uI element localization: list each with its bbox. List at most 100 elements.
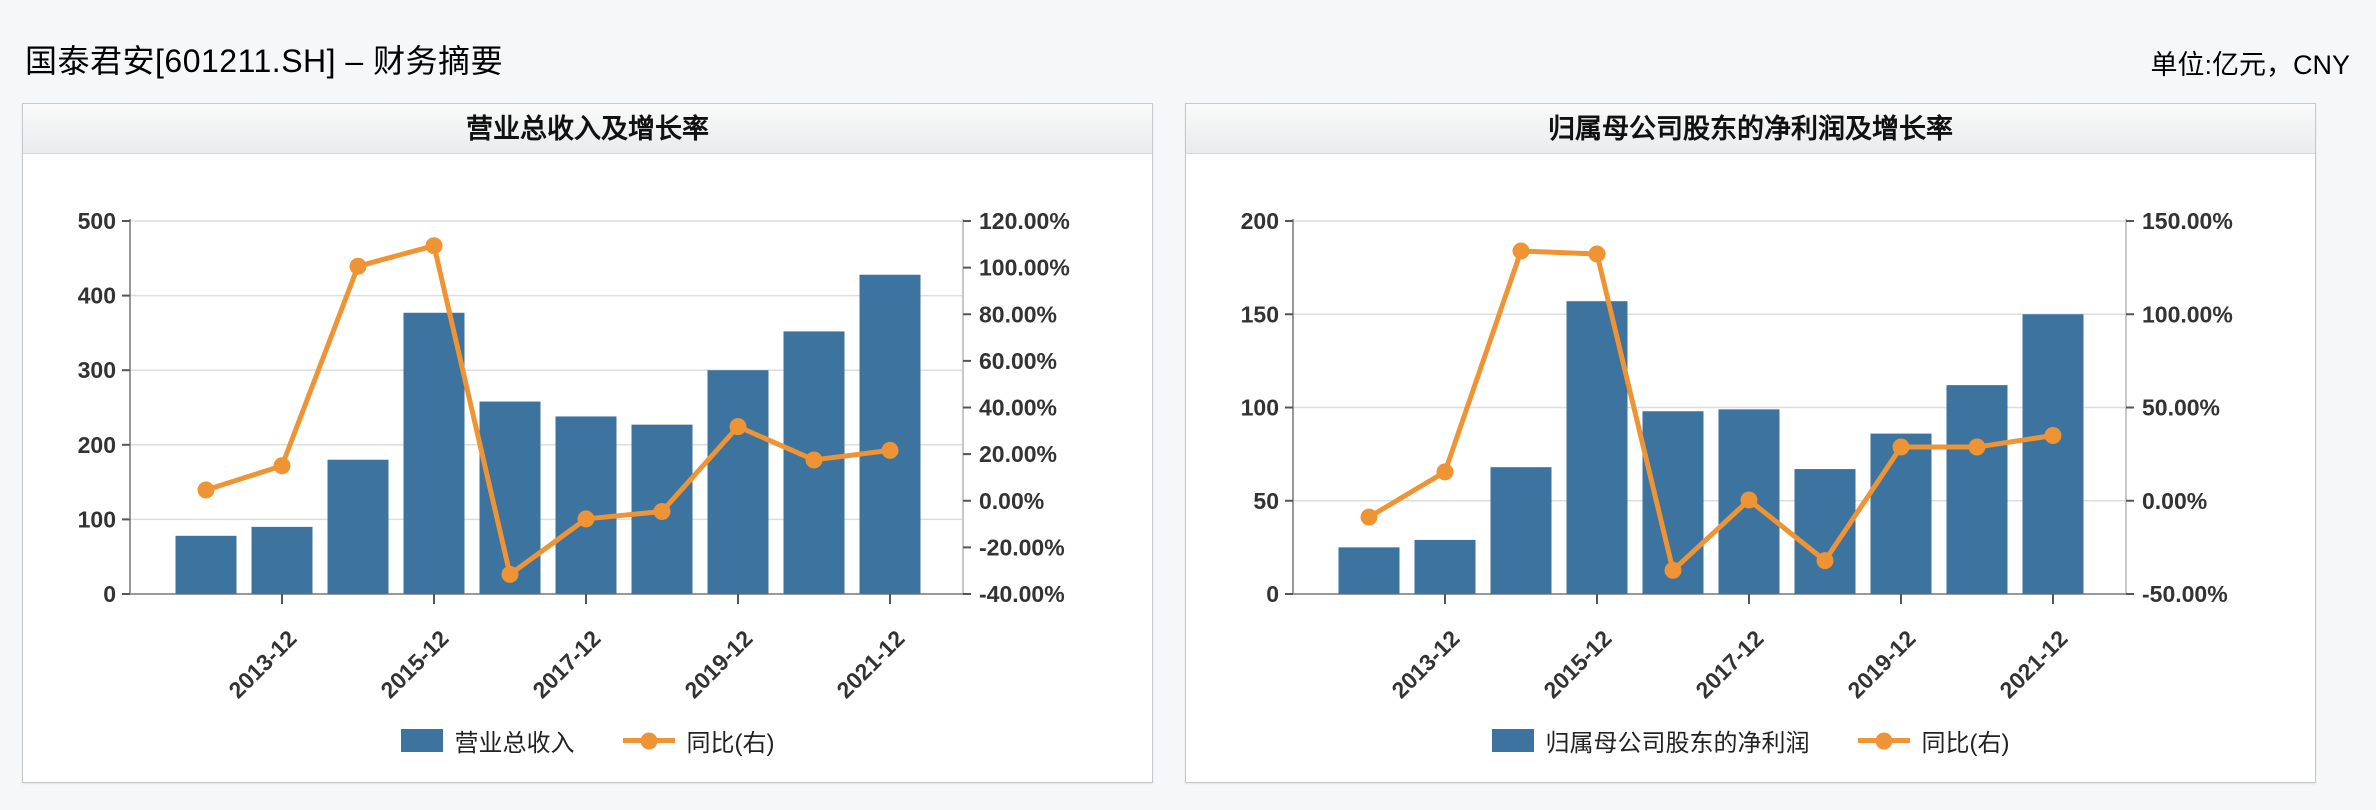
svg-text:0: 0: [1266, 581, 1279, 607]
right-axis-labels: -50.00% 0.00% 50.00% 100.00% 150.00%: [2126, 208, 2233, 607]
svg-text:-20.00%: -20.00%: [979, 534, 1065, 560]
legend-label: 营业总收入: [454, 730, 575, 757]
svg-text:40.00%: 40.00%: [979, 395, 1057, 421]
legend-item-revenue[interactable]: 营业总收入: [400, 723, 575, 758]
svg-text:2015-12: 2015-12: [1538, 625, 1616, 703]
line-point[interactable]: [1816, 552, 1834, 570]
svg-text:200: 200: [1241, 208, 1279, 234]
svg-text:2017-12: 2017-12: [1690, 625, 1768, 703]
svg-text:100.00%: 100.00%: [2142, 301, 2233, 327]
svg-text:0: 0: [103, 581, 116, 607]
svg-text:-40.00%: -40.00%: [979, 581, 1065, 607]
bar[interactable]: [1490, 467, 1552, 594]
revenue-chart-legend: 营业总收入 同比(右): [23, 723, 1152, 758]
line-point[interactable]: [1436, 463, 1454, 481]
svg-text:60.00%: 60.00%: [979, 348, 1057, 374]
bar-swatch-icon: [1491, 729, 1534, 752]
bar[interactable]: [1414, 539, 1476, 594]
svg-text:50: 50: [1253, 488, 1279, 514]
revenue-chart-title: 营业总收入及增长率: [466, 114, 709, 144]
revenue-chart-body: 0 100 200 300 400 500 -40.00% -20.00% 0.00% 20.00…: [23, 154, 1152, 782]
svg-text:100: 100: [1241, 395, 1279, 421]
legend-label: 同比(右): [1921, 730, 2010, 757]
svg-text:20.00%: 20.00%: [979, 441, 1057, 467]
line-series: [197, 237, 899, 583]
bar-series: [1338, 301, 2084, 594]
x-axis-labels: 2013-12 2015-12 2017-12 2019-12 2021-12: [223, 594, 910, 703]
net-profit-chart-body: 0 50 100 150 200 -50.00% 0.00% 50.00% 100.00% 150…: [1186, 154, 2315, 782]
line-swatch-icon: [1857, 732, 1910, 749]
line-point[interactable]: [881, 441, 899, 459]
svg-text:150: 150: [1241, 301, 1279, 327]
svg-text:200: 200: [78, 432, 116, 458]
svg-text:0.00%: 0.00%: [2142, 488, 2207, 514]
line-point[interactable]: [425, 237, 443, 255]
svg-text:2019-12: 2019-12: [679, 625, 757, 703]
line-point[interactable]: [197, 481, 215, 499]
unit-label: 单位:亿元，CNY: [2150, 50, 2350, 80]
net-profit-panel: 归属母公司股东的净利润及增长率 0 50 100 150 200 -50.00% 0.00%…: [1185, 103, 2316, 783]
legend-item-yoy[interactable]: 同比(右): [622, 723, 775, 758]
bar[interactable]: [2022, 314, 2084, 594]
line-point[interactable]: [729, 418, 747, 436]
svg-text:2021-12: 2021-12: [1994, 625, 2072, 703]
line-point[interactable]: [805, 451, 823, 469]
line-point[interactable]: [653, 502, 671, 520]
net-profit-chart-canvas[interactable]: 0 50 100 150 200 -50.00% 0.00% 50.00% 100.00% 150…: [1186, 154, 2317, 782]
line-point[interactable]: [501, 565, 519, 583]
legend-label: 归属母公司股东的净利润: [1545, 730, 1810, 757]
page-title: 国泰君安[601211.SH] – 财务摘要: [25, 43, 504, 79]
line-point[interactable]: [273, 457, 291, 475]
bar[interactable]: [251, 526, 313, 594]
line-point[interactable]: [1512, 242, 1530, 260]
bar[interactable]: [175, 535, 237, 594]
line-point[interactable]: [1588, 245, 1606, 263]
svg-text:2021-12: 2021-12: [831, 625, 909, 703]
svg-text:100.00%: 100.00%: [979, 255, 1070, 281]
svg-text:100: 100: [78, 506, 116, 532]
page-header: 国泰君安[601211.SH] – 财务摘要 单位:亿元，CNY: [0, 0, 2376, 90]
line-point[interactable]: [1664, 561, 1682, 579]
line-point[interactable]: [1360, 508, 1378, 526]
line-point[interactable]: [349, 257, 367, 275]
left-axis-labels: 0 100 200 300 400 500: [78, 208, 130, 607]
right-axis-labels: -40.00% -20.00% 0.00% 20.00% 40.00% 60.00% 80.…: [963, 208, 1070, 607]
line-point[interactable]: [1740, 491, 1758, 509]
revenue-chart-canvas[interactable]: 0 100 200 300 400 500 -40.00% -20.00% 0.00% 20.00…: [23, 154, 1154, 782]
bar[interactable]: [327, 459, 389, 594]
svg-text:50.00%: 50.00%: [2142, 395, 2220, 421]
bar[interactable]: [859, 274, 921, 594]
bar-swatch-icon: [400, 729, 443, 752]
svg-text:0.00%: 0.00%: [979, 488, 1044, 514]
revenue-panel-header: 营业总收入及增长率: [23, 104, 1152, 154]
line-point[interactable]: [1892, 438, 1910, 456]
net-profit-chart-title: 归属母公司股东的净利润及增长率: [1548, 114, 1953, 144]
legend-label: 同比(右): [686, 730, 775, 757]
line-point[interactable]: [2044, 426, 2062, 444]
bar[interactable]: [707, 370, 769, 594]
svg-text:2013-12: 2013-12: [223, 625, 301, 703]
svg-text:2015-12: 2015-12: [375, 625, 453, 703]
legend-item-net-profit[interactable]: 归属母公司股东的净利润: [1491, 723, 1810, 758]
line-point[interactable]: [577, 510, 595, 528]
line-point[interactable]: [1968, 438, 1986, 456]
bar-series: [175, 274, 921, 594]
svg-text:2019-12: 2019-12: [1842, 625, 1920, 703]
legend-item-yoy[interactable]: 同比(右): [1857, 723, 2010, 758]
line-series: [1360, 242, 2062, 579]
net-profit-panel-header: 归属母公司股东的净利润及增长率: [1186, 104, 2315, 154]
bar[interactable]: [555, 416, 617, 594]
bar[interactable]: [1870, 433, 1932, 594]
svg-text:300: 300: [78, 357, 116, 383]
svg-text:120.00%: 120.00%: [979, 208, 1070, 234]
bar[interactable]: [1566, 301, 1628, 594]
svg-text:500: 500: [78, 208, 116, 234]
svg-text:2013-12: 2013-12: [1386, 625, 1464, 703]
bar[interactable]: [403, 312, 465, 594]
chart-panels: 营业总收入及增长率 0 100 200 300 400 500 -40.00% -20.00%…: [22, 103, 2316, 783]
svg-text:2017-12: 2017-12: [527, 625, 605, 703]
bar[interactable]: [1946, 385, 2008, 594]
revenue-panel: 营业总收入及增长率 0 100 200 300 400 500 -40.00% -20.00%…: [22, 103, 1153, 783]
bar[interactable]: [1338, 547, 1400, 594]
x-axis-labels: 2013-12 2015-12 2017-12 2019-12 2021-12: [1386, 594, 2073, 703]
